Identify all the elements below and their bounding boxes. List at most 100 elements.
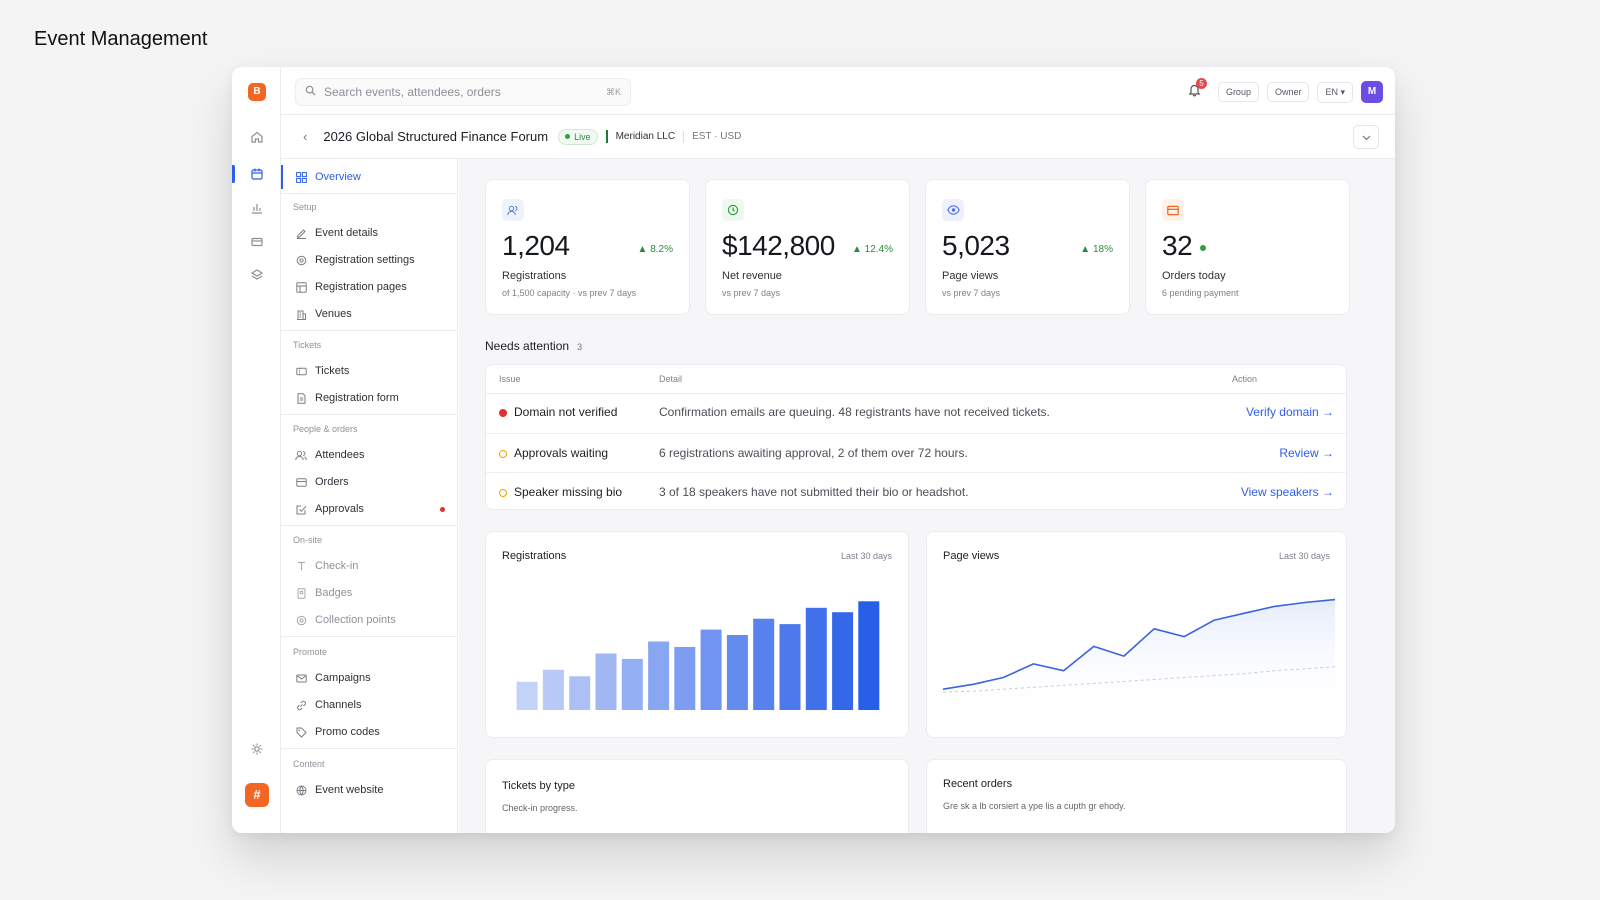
bar-5[interactable] <box>621 658 643 710</box>
column-header-action: Action <box>1232 374 1258 384</box>
severity-high-dot-icon <box>499 409 507 417</box>
detail-text: 3 of 18 speakers have not submitted thei… <box>659 485 969 499</box>
bar-chart-icon[interactable] <box>247 198 267 218</box>
search-box[interactable]: ⌘K <box>295 78 631 106</box>
pencil-icon <box>293 225 309 241</box>
bar-13[interactable] <box>832 612 854 710</box>
search-input[interactable] <box>324 85 606 99</box>
badge-icon <box>293 585 309 601</box>
view-speakers-link[interactable]: View speakers → <box>1240 485 1334 499</box>
stat-delta: ▲ 18% <box>1080 244 1113 255</box>
sidebar-item-approvals[interactable]: Approvals <box>281 497 457 521</box>
sidebar-item-overview[interactable]: Overview <box>281 165 457 189</box>
stat-delta: ▲ 8.2% <box>637 244 673 255</box>
detail-text: Confirmation emails are queuing. 48 regi… <box>659 405 1050 419</box>
stat-value: 32 <box>1162 230 1207 262</box>
stat-card-registrations[interactable]: 1,204 ▲ 8.2% Registrations of 1,500 capa… <box>485 179 690 315</box>
layers-icon[interactable] <box>247 265 267 285</box>
approvals-alert-dot <box>440 507 445 512</box>
sidebar-item-tickets[interactable]: Tickets <box>281 359 457 383</box>
notifications-button[interactable]: 5 <box>1186 78 1207 102</box>
sidebar-item-label: Check-in <box>315 560 359 572</box>
chart-range[interactable]: Last 30 days <box>1278 551 1330 561</box>
building-icon <box>293 306 309 322</box>
card-icon[interactable] <box>247 232 267 252</box>
bar-12[interactable] <box>805 607 827 710</box>
page-views-series-line[interactable] <box>942 598 1336 690</box>
bar-8[interactable] <box>700 629 722 710</box>
sidebar-item-channels[interactable]: Channels <box>281 693 457 717</box>
clock-icon <box>722 199 744 221</box>
tickets-by-type-card: Tickets by type Check-in progress. <box>485 759 909 833</box>
users-icon <box>293 447 309 463</box>
bar-1[interactable] <box>516 681 538 710</box>
sidebar-divider <box>281 636 457 637</box>
section-onsite: On-site <box>293 535 323 545</box>
back-chevron-icon[interactable]: ‹ <box>303 129 308 144</box>
sidebar-item-registration-pages[interactable]: Registration pages <box>281 275 457 299</box>
bar-6[interactable] <box>648 641 670 711</box>
sidebar-item-label: Registration form <box>315 392 399 404</box>
sidebar-item-orders[interactable]: Orders <box>281 470 457 494</box>
event-menu-button[interactable] <box>1353 125 1379 149</box>
bar-11[interactable] <box>779 624 801 710</box>
document-icon <box>293 390 309 406</box>
sidebar-item-check-in[interactable]: Check-in <box>281 554 457 578</box>
chart-range[interactable]: Last 30 days <box>840 551 892 561</box>
bar-2[interactable] <box>542 669 564 710</box>
attention-count: 3 <box>577 342 583 352</box>
app-switcher-button[interactable]: # <box>245 783 269 807</box>
section-tickets: Tickets <box>293 340 322 350</box>
sidebar-item-label: Registration pages <box>315 281 407 293</box>
verify-domain-link[interactable]: Verify domain → <box>1245 405 1334 419</box>
sidebar-item-event-details[interactable]: Event details <box>281 221 457 245</box>
severity-medium-dot-icon <box>499 489 507 497</box>
checkbox-edit-icon <box>293 501 309 517</box>
home-icon[interactable] <box>247 127 267 147</box>
owner-button[interactable]: Owner <box>1266 82 1310 102</box>
bar-4[interactable] <box>595 653 617 711</box>
sidebar-item-event-website[interactable]: Event website <box>281 778 457 802</box>
section-people-orders: People & orders <box>293 424 358 434</box>
brand-logo[interactable]: B <box>248 83 266 101</box>
detail-text: 6 registrations awaiting approval, 2 of … <box>659 446 968 460</box>
sidebar-item-campaigns[interactable]: Campaigns <box>281 666 457 690</box>
sidebar-item-collection-points[interactable]: Collection points <box>281 608 457 632</box>
sidebar-divider <box>281 525 457 526</box>
bar-3[interactable] <box>569 676 591 710</box>
chart-title: Registrations <box>502 550 567 562</box>
page-views-area <box>943 599 1335 717</box>
bar-7[interactable] <box>674 647 696 710</box>
calendar-icon[interactable] <box>247 164 267 184</box>
sidebar-item-venues[interactable]: Venues <box>281 302 457 326</box>
sidebar-item-registration-settings[interactable]: Registration settings <box>281 248 457 272</box>
org-divider <box>605 130 608 143</box>
stat-value: 5,023 <box>942 230 1010 261</box>
stat-card-page-views[interactable]: 5,023 ▲ 18% Page views vs prev 7 days <box>925 179 1130 315</box>
sidebar-item-badges[interactable]: Badges <box>281 581 457 605</box>
stat-value: 1,204 <box>502 230 570 261</box>
table-row: Domain not verified Confirmation emails … <box>486 393 1346 433</box>
card-title: Tickets by type <box>502 780 575 792</box>
sidebar-item-label: Orders <box>315 476 349 488</box>
settings-gear-icon[interactable] <box>247 739 267 759</box>
eye-icon <box>942 199 964 221</box>
organization-name: Meridian LLC <box>615 131 676 142</box>
group-button[interactable]: Group <box>1217 82 1259 102</box>
sidebar-item-promo-codes[interactable]: Promo codes <box>281 720 457 744</box>
review-link[interactable]: Review → <box>1279 446 1334 460</box>
section-title: Needs attention <box>485 339 570 353</box>
bar-9[interactable] <box>726 635 748 710</box>
user-avatar[interactable]: M <box>1361 81 1383 103</box>
stat-card-net-revenue[interactable]: $142,800 ▲ 12.4% Net revenue vs prev 7 d… <box>705 179 910 315</box>
sidebar-divider <box>281 330 457 331</box>
bar-14[interactable] <box>858 601 880 710</box>
stat-card-orders-today[interactable]: 32 Orders today 6 pending payment <box>1145 179 1350 315</box>
sidebar-item-registration-form[interactable]: Registration form <box>281 386 457 410</box>
sidebar-item-attendees[interactable]: Attendees <box>281 443 457 467</box>
registrations-chart-card: Registrations Last 30 days <box>485 531 909 738</box>
bar-10[interactable] <box>753 618 775 710</box>
sidebar-item-label: Attendees <box>315 449 365 461</box>
sidebar-item-label: Event details <box>315 227 378 239</box>
language-select[interactable]: EN ▾ <box>1317 81 1353 103</box>
